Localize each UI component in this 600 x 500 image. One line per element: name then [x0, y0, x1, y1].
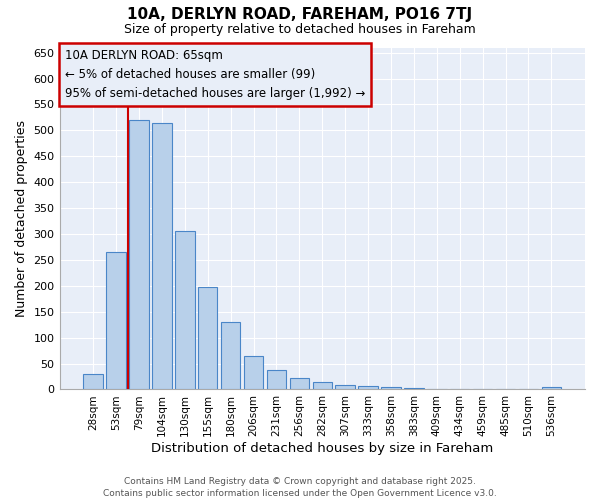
Text: 10A, DERLYN ROAD, FAREHAM, PO16 7TJ: 10A, DERLYN ROAD, FAREHAM, PO16 7TJ [127, 8, 473, 22]
Bar [427, 389, 446, 390]
Bar [404, 388, 424, 390]
Bar [381, 388, 401, 390]
Bar [175, 232, 194, 390]
Bar [450, 389, 469, 390]
Bar [335, 386, 355, 390]
Text: Size of property relative to detached houses in Fareham: Size of property relative to detached ho… [124, 22, 476, 36]
Bar [221, 322, 241, 390]
X-axis label: Distribution of detached houses by size in Fareham: Distribution of detached houses by size … [151, 442, 493, 455]
Bar [152, 122, 172, 390]
Bar [496, 389, 515, 390]
Bar [358, 386, 378, 390]
Bar [129, 120, 149, 390]
Bar [290, 378, 309, 390]
Bar [106, 252, 126, 390]
Bar [83, 374, 103, 390]
Bar [267, 370, 286, 390]
Bar [244, 356, 263, 390]
Bar [313, 382, 332, 390]
Text: Contains HM Land Registry data © Crown copyright and database right 2025.
Contai: Contains HM Land Registry data © Crown c… [103, 476, 497, 498]
Y-axis label: Number of detached properties: Number of detached properties [15, 120, 28, 317]
Bar [198, 288, 217, 390]
Bar [542, 387, 561, 390]
Text: 10A DERLYN ROAD: 65sqm
← 5% of detached houses are smaller (99)
95% of semi-deta: 10A DERLYN ROAD: 65sqm ← 5% of detached … [65, 49, 365, 100]
